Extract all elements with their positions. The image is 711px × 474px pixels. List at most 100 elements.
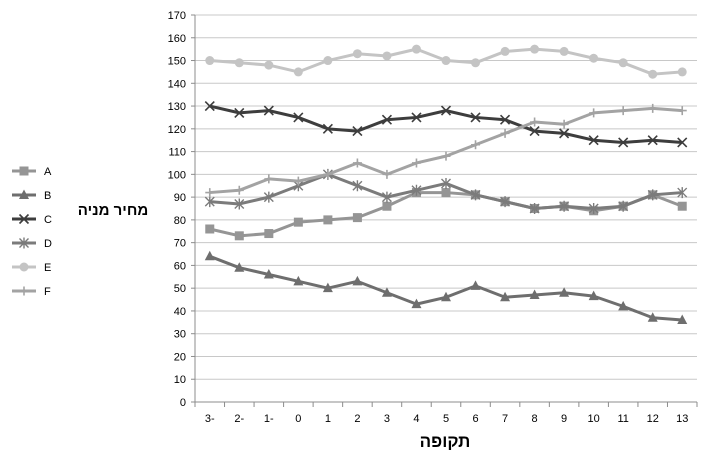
data-point-e — [618, 58, 628, 68]
legend-label-a: A — [44, 166, 52, 178]
y-tick-label: 110 — [168, 147, 186, 159]
gridlines — [195, 14, 697, 403]
data-point-e — [471, 58, 481, 68]
y-tick-label: 70 — [174, 238, 186, 250]
data-point-a — [323, 215, 333, 225]
data-point-a — [205, 224, 215, 234]
data-point-d — [677, 187, 688, 199]
data-point-e — [205, 56, 215, 66]
x-tick-label: 1- — [264, 413, 274, 425]
y-axis-title: מחיר מניה — [78, 202, 148, 219]
data-point-f — [648, 103, 658, 113]
y-tick-label: 60 — [174, 260, 186, 272]
data-point-b — [293, 275, 304, 286]
data-point-a — [264, 229, 274, 239]
y-tick-label: 50 — [174, 283, 186, 295]
data-point-c — [529, 126, 540, 137]
x-tick-label: 10 — [588, 413, 600, 425]
y-tick-label: 10 — [174, 374, 186, 386]
data-point-b — [234, 262, 245, 272]
data-point-c — [234, 107, 245, 118]
x-tick-label: 4 — [413, 413, 419, 425]
data-point-e — [323, 56, 333, 66]
data-point-e — [411, 44, 421, 54]
data-point-b — [647, 312, 658, 322]
legend-label-e: E — [44, 262, 51, 274]
data-point-c — [677, 137, 688, 148]
data-point-d — [470, 189, 481, 201]
legend-label-f: F — [44, 286, 51, 298]
data-point-b — [263, 269, 274, 279]
data-point-c — [204, 100, 215, 112]
data-point-e — [559, 46, 569, 56]
data-point-a — [677, 201, 687, 211]
data-point-e — [352, 49, 362, 59]
data-point-f — [411, 158, 421, 168]
data-point-d — [588, 203, 599, 214]
legend-label-d: D — [44, 238, 52, 250]
data-point-f — [589, 108, 599, 118]
data-point-e — [500, 46, 510, 56]
data-point-d — [529, 203, 540, 214]
y-tick-label: 130 — [168, 101, 186, 113]
legend-marker-a — [19, 166, 29, 176]
x-axis-title: תקופה — [420, 432, 471, 451]
data-point-d — [234, 198, 245, 210]
y-tick-label: 120 — [168, 124, 186, 136]
y-tick-label: 90 — [174, 192, 186, 204]
data-point-b — [677, 314, 688, 325]
data-point-b — [322, 282, 333, 293]
data-point-d — [500, 196, 511, 208]
data-point-c — [440, 105, 452, 116]
data-point-e — [441, 56, 451, 66]
y-tick-label: 170 — [168, 10, 186, 22]
data-point-f — [618, 106, 628, 116]
data-point-b — [588, 290, 599, 301]
data-point-f — [352, 158, 362, 168]
data-point-a — [382, 201, 392, 211]
x-tick-label: 6 — [472, 413, 478, 425]
legend-label-c: C — [44, 214, 52, 226]
x-tick-label: 11 — [617, 413, 628, 425]
data-point-c — [293, 112, 304, 123]
y-tick-label: 140 — [168, 78, 186, 90]
legend-marker-f — [19, 286, 29, 296]
data-point-e — [293, 67, 303, 77]
data-point-c — [499, 114, 511, 125]
y-tick-label: 100 — [168, 169, 186, 181]
data-point-d — [559, 200, 570, 212]
data-point-f — [264, 174, 274, 184]
x-tick-label: 7 — [502, 413, 508, 425]
x-tick-label: 5 — [443, 413, 449, 425]
y-tick-label: 160 — [168, 33, 186, 45]
data-point-f — [559, 119, 569, 129]
series-lines — [204, 44, 688, 325]
data-point-e — [234, 58, 244, 68]
data-point-a — [234, 231, 244, 241]
data-point-f — [382, 169, 392, 179]
data-point-b — [381, 287, 392, 297]
data-point-d — [381, 191, 392, 203]
data-point-f — [234, 185, 244, 195]
data-point-f — [323, 169, 333, 179]
y-tick-label: 0 — [180, 397, 186, 409]
y-tick-label: 80 — [174, 215, 186, 227]
data-point-b — [470, 280, 481, 290]
x-tick-label: 3 — [384, 413, 390, 425]
data-point-c — [263, 105, 274, 116]
data-point-e — [530, 44, 540, 54]
data-point-b — [500, 291, 511, 302]
data-point-a — [441, 188, 451, 198]
data-point-e — [264, 60, 274, 70]
data-point-a — [293, 217, 303, 227]
y-tick-label: 30 — [174, 329, 186, 341]
legend-marker-b — [19, 189, 29, 199]
data-point-d — [618, 200, 629, 212]
data-point-e — [677, 67, 687, 77]
data-point-b — [618, 300, 629, 311]
data-point-c — [647, 135, 658, 146]
x-tick-label: 1 — [325, 413, 331, 425]
